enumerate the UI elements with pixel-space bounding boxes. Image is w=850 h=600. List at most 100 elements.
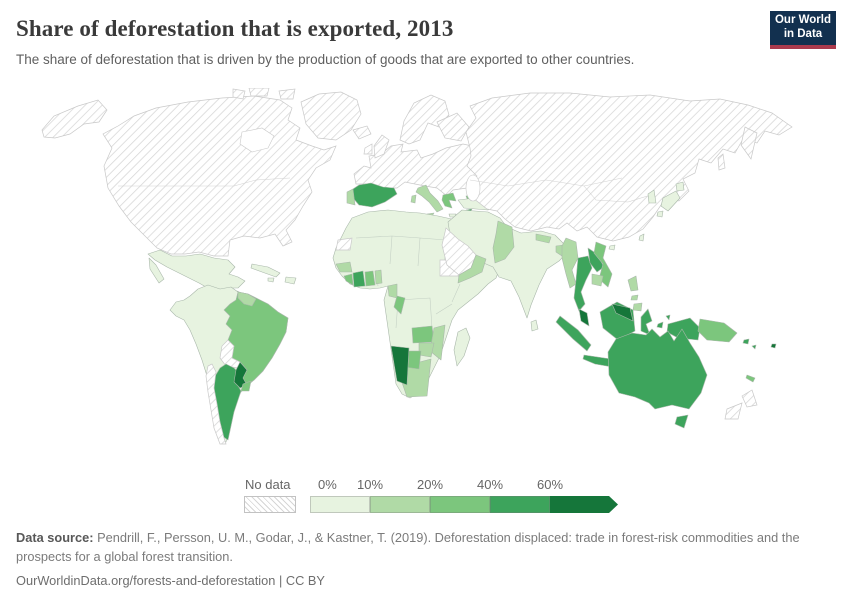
region-north-america <box>41 87 372 257</box>
legend-bucket-20-40[interactable] <box>430 496 490 513</box>
owid-url-link[interactable]: OurWorldinData.org/forests-and-deforesta… <box>16 573 276 589</box>
legend-bucket-60-plus[interactable] <box>550 496 618 513</box>
country-malaysia-borneo[interactable] <box>611 303 634 322</box>
country-zambia[interactable] <box>411 325 435 344</box>
country-canada-usa[interactable] <box>102 95 337 257</box>
baja-california[interactable] <box>148 257 165 284</box>
country-cameroon[interactable] <box>387 283 398 299</box>
country-sardinia[interactable] <box>410 194 417 204</box>
country-tasmania[interactable] <box>674 414 689 429</box>
country-philippines-luzon[interactable] <box>627 275 639 292</box>
country-south-korea[interactable] <box>647 189 657 204</box>
country-togo-benin[interactable] <box>374 269 383 285</box>
country-malaysia-peninsula[interactable] <box>578 308 590 327</box>
world-map[interactable] <box>0 87 850 472</box>
region-south-america <box>169 284 289 445</box>
country-finland[interactable] <box>436 112 470 142</box>
country-liberia[interactable] <box>343 273 354 286</box>
country-cambodia[interactable] <box>591 273 604 287</box>
country-indonesia-sumatra[interactable] <box>555 315 592 352</box>
country-japan-kyushu[interactable] <box>656 210 664 218</box>
region-europe <box>346 94 502 219</box>
country-australia[interactable] <box>607 328 708 410</box>
legend-no-data-swatch[interactable] <box>244 496 296 513</box>
country-hainan[interactable] <box>608 244 616 251</box>
country-mexico[interactable] <box>147 249 246 297</box>
country-new-caledonia[interactable] <box>745 374 756 383</box>
legend-color-bar <box>310 496 618 513</box>
country-fiji[interactable] <box>770 343 777 349</box>
scandinavia[interactable] <box>399 94 450 145</box>
arctic-island-2[interactable] <box>278 88 296 100</box>
legend-tick-60: 60% <box>536 477 564 492</box>
country-thailand[interactable] <box>573 255 593 312</box>
country-new-zealand-north[interactable] <box>741 389 758 408</box>
owid-logo-line1: Our World <box>774 14 831 27</box>
legend-bucket-10-20[interactable] <box>370 496 430 513</box>
country-philippines-mindanao[interactable] <box>632 302 643 312</box>
legend-bucket-0-10[interactable] <box>310 496 370 513</box>
license-line: OurWorldinData.org/forests-and-deforesta… <box>16 571 811 590</box>
country-guyanas[interactable] <box>237 291 257 307</box>
country-new-zealand-south[interactable] <box>724 402 743 420</box>
us-canada-border <box>118 177 291 187</box>
country-portugal[interactable] <box>346 188 356 206</box>
country-cote-divoire[interactable] <box>352 270 366 288</box>
legend-tick-0: 0% <box>318 477 337 492</box>
country-western-sahara[interactable] <box>335 237 353 251</box>
arctic-island-3[interactable] <box>232 88 246 100</box>
country-uk[interactable] <box>373 134 390 159</box>
country-congo[interactable] <box>393 295 406 315</box>
country-vietnam[interactable] <box>593 241 613 288</box>
country-pakistan[interactable] <box>492 220 515 264</box>
moluccas-2[interactable] <box>665 314 671 321</box>
country-zimbabwe[interactable] <box>418 342 435 358</box>
region-oceania <box>607 328 758 429</box>
country-cuba[interactable] <box>250 263 281 278</box>
country-philippines-visayas[interactable] <box>630 294 639 301</box>
country-russia-china[interactable] <box>465 92 793 242</box>
country-uruguay[interactable] <box>240 380 252 392</box>
caspian-sea <box>465 174 481 202</box>
solomon-islands-2[interactable] <box>751 344 757 350</box>
country-ireland[interactable] <box>363 143 373 155</box>
country-chile[interactable] <box>205 363 227 445</box>
chart-subtitle: The share of deforestation that is drive… <box>16 52 635 67</box>
country-greenland[interactable] <box>300 91 362 141</box>
country-indonesia-sulawesi[interactable] <box>640 308 653 336</box>
sakhalin[interactable] <box>717 153 726 171</box>
legend-bucket-40-60[interactable] <box>490 496 550 513</box>
source-line: Data source: Pendrill, F., Persson, U. M… <box>16 528 811 566</box>
country-namibia[interactable] <box>390 345 410 386</box>
solomon-islands-1[interactable] <box>742 338 750 345</box>
country-alaska[interactable] <box>41 99 108 139</box>
owid-logo[interactable]: Our World in Data <box>770 11 836 49</box>
country-nepal[interactable] <box>535 233 552 244</box>
country-madagascar[interactable] <box>453 327 471 367</box>
arctic-island-1[interactable] <box>248 87 270 97</box>
country-italy[interactable] <box>415 184 444 213</box>
country-greece[interactable] <box>441 192 457 209</box>
country-spain[interactable] <box>349 182 398 208</box>
country-taiwan[interactable] <box>638 233 645 242</box>
source-text: Pendrill, F., Persson, U. M., Godar, J.,… <box>16 530 800 565</box>
country-sri-lanka[interactable] <box>530 319 539 332</box>
chart-footer: Data source: Pendrill, F., Persson, U. M… <box>16 528 811 591</box>
country-papua-new-guinea[interactable] <box>697 318 738 343</box>
region-north-asia <box>465 92 793 242</box>
country-jamaica[interactable] <box>267 277 275 283</box>
page-title: Share of deforestation that is exported,… <box>16 16 454 41</box>
country-yemen-oman[interactable] <box>457 254 487 284</box>
country-hispaniola[interactable] <box>284 276 297 285</box>
asia-borders <box>469 177 655 203</box>
country-ghana[interactable] <box>364 270 376 287</box>
country-guinea[interactable] <box>335 261 353 273</box>
license-suffix: | CC BY <box>275 573 325 589</box>
country-japan-honshu[interactable] <box>660 190 681 212</box>
country-iceland[interactable] <box>352 125 372 140</box>
country-japan-hokkaido[interactable] <box>675 181 685 192</box>
moluccas-1[interactable] <box>656 321 664 329</box>
country-myanmar[interactable] <box>561 237 579 289</box>
kamchatka[interactable] <box>740 126 758 160</box>
